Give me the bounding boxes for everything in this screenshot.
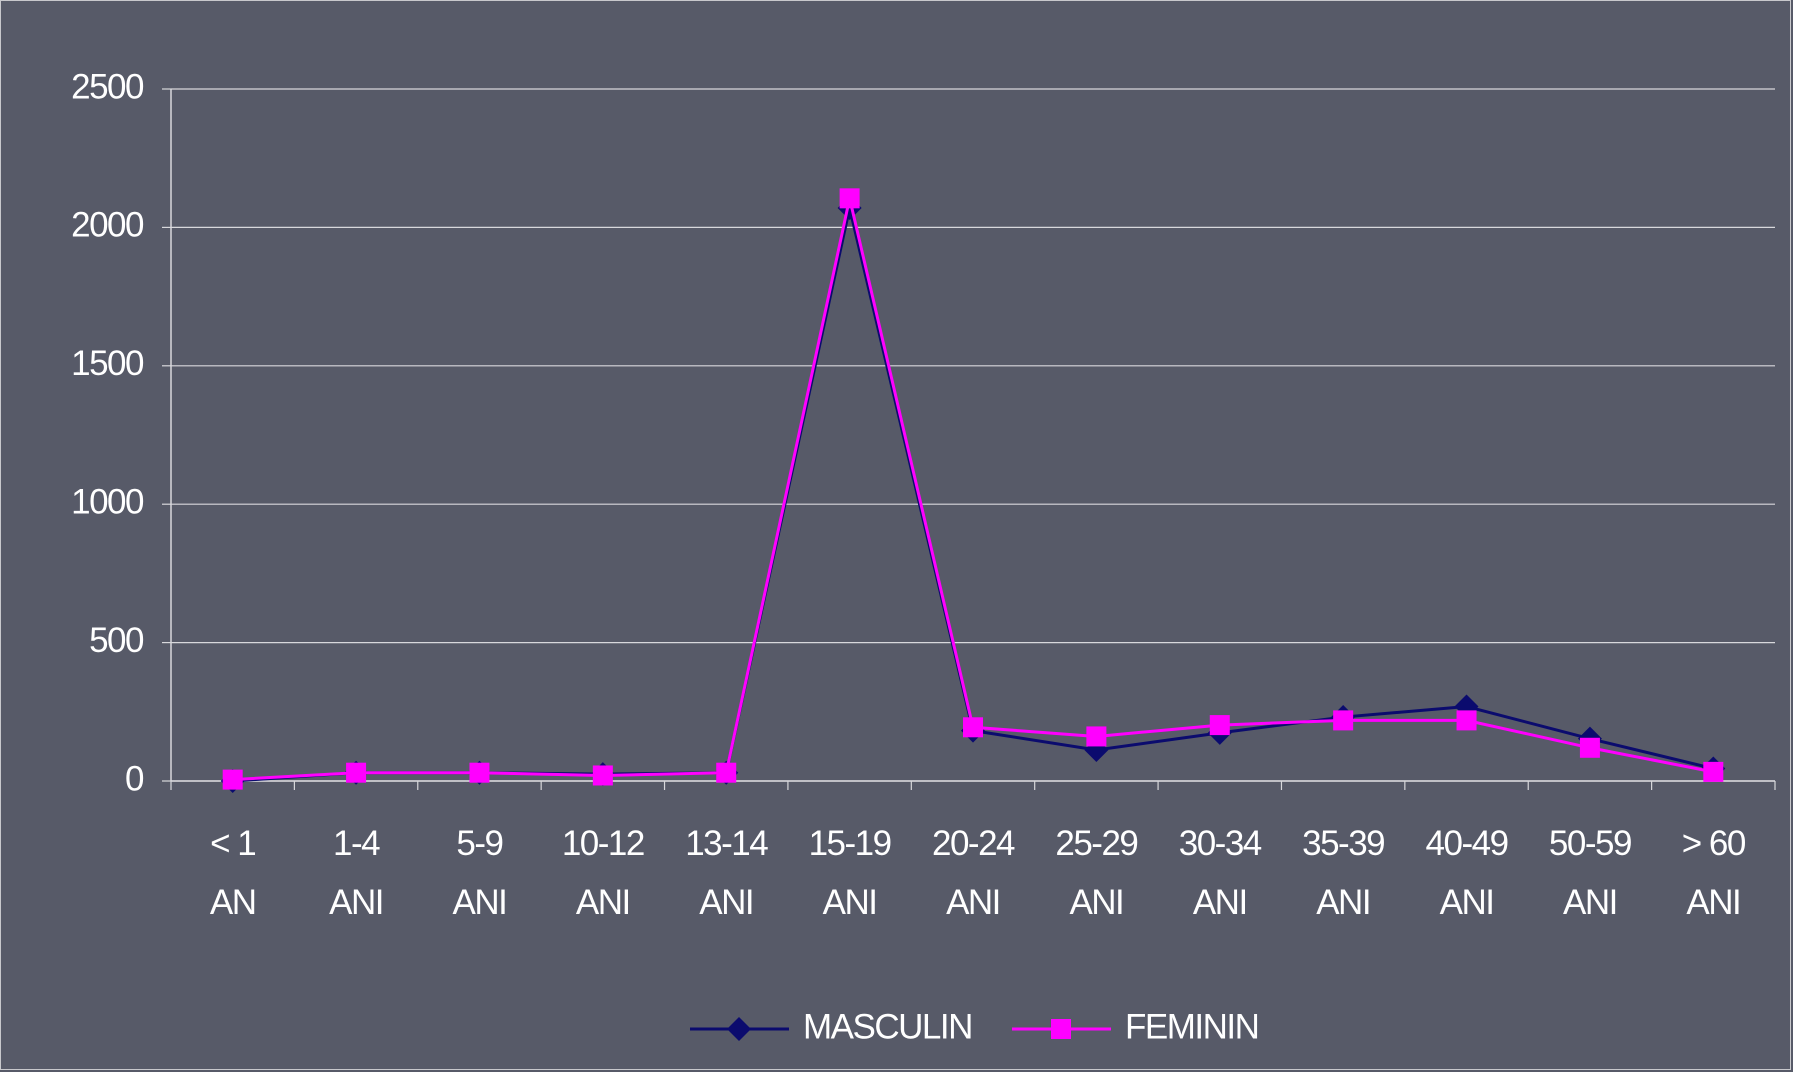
y-tick-label: 1000 [71, 482, 144, 521]
x-tick-label: 15-19 ANI [808, 824, 893, 922]
marker [346, 762, 367, 783]
marker [963, 717, 983, 738]
legend-label: MASCULIN [803, 1007, 972, 1046]
marker [716, 762, 737, 783]
x-tick-label: 30-34 ANI [1178, 824, 1263, 922]
y-tick-label: 2000 [71, 206, 144, 245]
series-line [232, 197, 1714, 782]
marker [592, 765, 613, 786]
x-tick-label: < 1 AN [209, 824, 257, 922]
x-tick-label: 35-39 ANI [1302, 824, 1386, 922]
x-tick-label: 50-59 ANI [1548, 824, 1633, 922]
x-tick-label: 13-14 ANI [685, 824, 769, 922]
marker [222, 769, 243, 790]
y-tick-label: 2500 [71, 67, 144, 106]
legend-marker [727, 1017, 751, 1041]
y-tick-label: 0 [125, 759, 144, 798]
marker [469, 762, 490, 783]
y-tick-label: 500 [89, 621, 144, 660]
y-tick-label: 1500 [71, 344, 144, 383]
marker [839, 188, 860, 209]
marker [1703, 761, 1724, 782]
x-tick-label: 20-24 ANI [931, 824, 1016, 922]
legend-label: FEMININ [1125, 1007, 1258, 1046]
x-tick-label: 25-29 ANI [1055, 824, 1139, 922]
series-line [232, 207, 1714, 783]
marker [1086, 726, 1107, 747]
legend-marker [1051, 1019, 1071, 1039]
marker [1333, 710, 1354, 731]
marker [1579, 737, 1600, 758]
x-tick-label: 1-4 ANI [329, 824, 384, 922]
x-tick-label: > 60 ANI [1681, 824, 1747, 922]
x-tick-label: 10-12 ANI [561, 824, 646, 922]
marker [1456, 710, 1477, 731]
x-tick-label: 40-49 ANI [1425, 824, 1510, 922]
marker [1209, 715, 1230, 736]
x-tick-label: 5-9 ANI [452, 824, 508, 922]
